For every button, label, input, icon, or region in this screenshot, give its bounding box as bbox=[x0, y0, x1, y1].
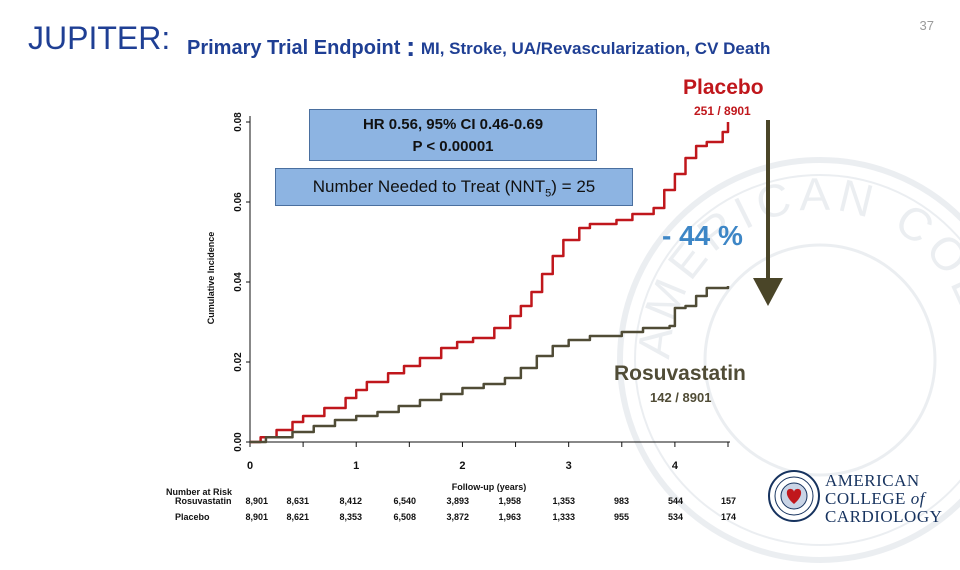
risk-cell: 534 bbox=[667, 512, 683, 522]
series-line-rosuvastatin bbox=[250, 286, 730, 444]
y-tick-label: 0.06 bbox=[233, 192, 244, 212]
subtitle-colon: : bbox=[405, 31, 416, 62]
slide: AMERICAN COLLEGE OF CARDIOLOGY JUPITER: … bbox=[28, 18, 960, 563]
risk-cell: 1,963 bbox=[498, 512, 521, 522]
risk-cell: 157 bbox=[720, 496, 736, 506]
x-tick-label: 1 bbox=[353, 460, 359, 472]
hazard-ratio-text: HR 0.56, 95% CI 0.46-0.69 bbox=[362, 116, 544, 133]
y-axis-label: Cumulative Incidence bbox=[206, 232, 216, 325]
chart-lines bbox=[250, 122, 730, 444]
x-axis-label: Follow-up (years) bbox=[452, 482, 527, 492]
nnt-box: Number Needed to Treat (NNT5) = 25 bbox=[275, 168, 633, 206]
page-number: 37 bbox=[919, 18, 934, 33]
risk-cell: 983 bbox=[613, 496, 629, 506]
acc-line3: CARDIOLOGY bbox=[825, 507, 943, 526]
risk-table-header: Number at Risk bbox=[166, 487, 233, 497]
risk-cell: 8,353 bbox=[339, 512, 362, 522]
risk-cell: 1,958 bbox=[498, 496, 521, 506]
nnt-prefix: Number Needed to Treat (NNT bbox=[312, 177, 546, 196]
placebo-label: Placebo bbox=[683, 76, 764, 99]
acc-seal-logo bbox=[768, 470, 820, 522]
rosuvastatin-events: 142 / 8901 bbox=[650, 390, 712, 405]
risk-cell: 6,540 bbox=[393, 496, 416, 506]
nnt-suffix: ) = 25 bbox=[551, 177, 596, 196]
x-tick-label: 2 bbox=[459, 460, 465, 472]
risk-cell: 8,901 bbox=[245, 512, 268, 522]
risk-cell: 8,621 bbox=[286, 512, 309, 522]
hazard-ratio-box: HR 0.56, 95% CI 0.46-0.69 P < 0.00001 bbox=[309, 109, 597, 161]
reduction-arrow bbox=[753, 120, 783, 306]
risk-cell: 3,872 bbox=[446, 512, 469, 522]
subtitle-rest: MI, Stroke, UA/Revascularization, CV Dea… bbox=[420, 39, 771, 58]
subtitle-bold: Primary Trial Endpoint bbox=[187, 37, 401, 59]
nnt-subscript: 5 bbox=[545, 187, 552, 200]
x-tick-label: 3 bbox=[566, 460, 572, 472]
risk-cell: 6,508 bbox=[393, 512, 416, 522]
risk-cell: 3,893 bbox=[446, 496, 469, 506]
risk-row-label: Placebo bbox=[175, 512, 210, 522]
y-tick-label: 0.00 bbox=[233, 432, 244, 452]
risk-cell: 1,353 bbox=[552, 496, 575, 506]
risk-row-label: Rosuvastatin bbox=[175, 496, 232, 506]
risk-reduction: - 44 % bbox=[662, 220, 743, 251]
risk-cell: 544 bbox=[667, 496, 683, 506]
risk-cell: 955 bbox=[613, 512, 629, 522]
y-tick-label: 0.02 bbox=[233, 352, 244, 372]
x-tick-label: 0 bbox=[247, 460, 253, 472]
risk-cell: 1,333 bbox=[552, 512, 575, 522]
risk-cell: 8,901 bbox=[245, 496, 268, 506]
slide-title: JUPITER: bbox=[28, 20, 171, 56]
risk-cell: 8,412 bbox=[339, 496, 362, 506]
y-tick-label: 0.04 bbox=[233, 272, 244, 292]
risk-cell: 174 bbox=[720, 512, 736, 522]
acc-wordmark: AMERICAN COLLEGE of CARDIOLOGY bbox=[825, 472, 942, 526]
acc-line2: COLLEGE bbox=[825, 489, 906, 508]
x-tick-label: 4 bbox=[672, 460, 679, 472]
rosuvastatin-label: Rosuvastatin bbox=[614, 362, 746, 385]
series-line-placebo bbox=[250, 122, 730, 444]
km-chart: 0.00 0.02 0.04 0.06 0.08 0 1 2 3 4 Cumulative Inc… bbox=[206, 112, 783, 492]
chart-axes: 0.00 0.02 0.04 0.06 0.08 0 1 2 3 4 bbox=[233, 112, 730, 472]
placebo-events: 251 / 8901 bbox=[694, 104, 751, 118]
acc-of: of bbox=[910, 489, 925, 508]
slide-subtitle: Primary Trial Endpoint : MI, Stroke, UA/… bbox=[187, 31, 770, 63]
p-value-text: P < 0.00001 bbox=[412, 138, 494, 155]
risk-cell: 8,631 bbox=[286, 496, 309, 506]
acc-line1: AMERICAN bbox=[825, 471, 920, 490]
y-tick-label: 0.08 bbox=[233, 112, 244, 132]
